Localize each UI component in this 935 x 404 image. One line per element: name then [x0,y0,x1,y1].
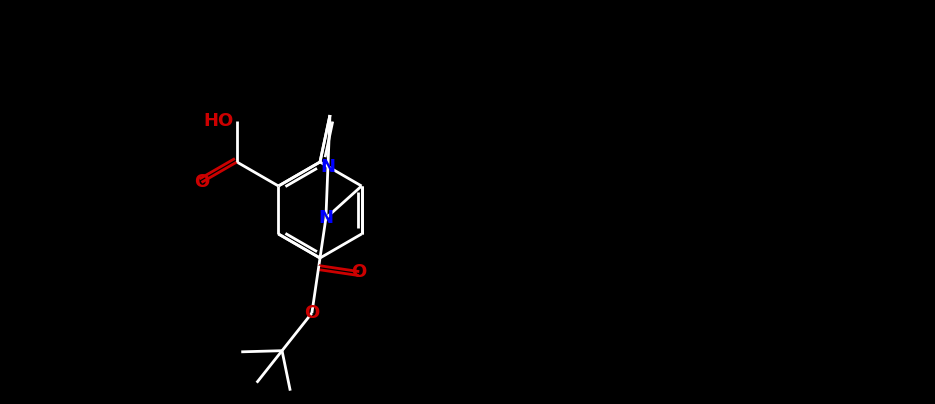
Text: N: N [321,158,336,176]
Text: HO: HO [204,112,234,130]
Text: O: O [304,304,320,322]
Text: O: O [352,263,367,280]
Text: O: O [194,173,209,191]
Text: N: N [319,209,334,227]
